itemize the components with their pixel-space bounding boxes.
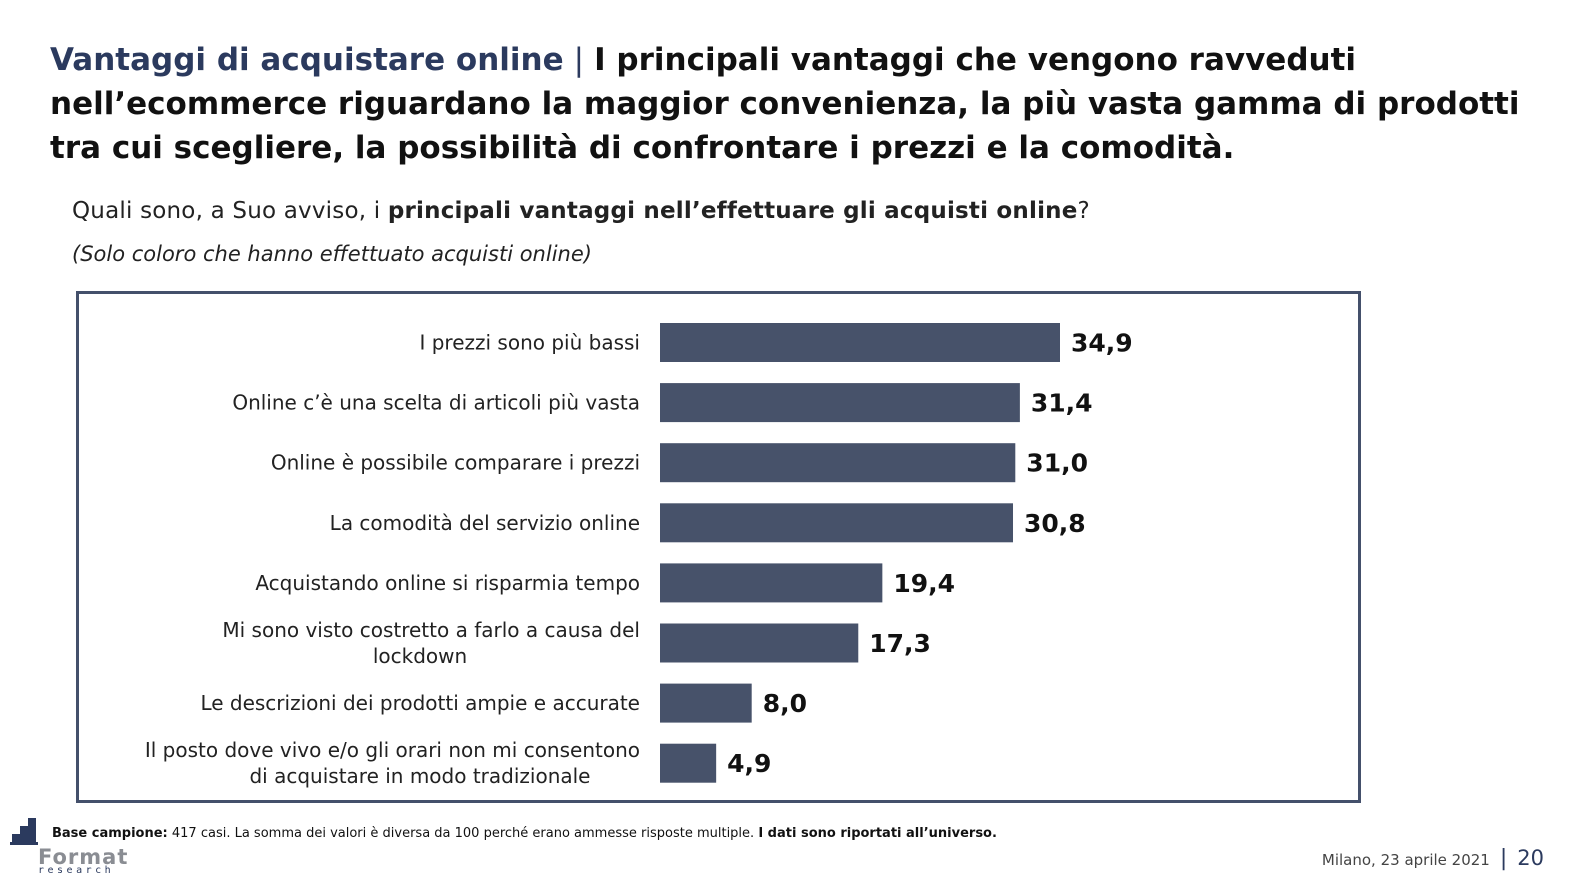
data-label: 34,9 xyxy=(1071,329,1133,358)
bar xyxy=(660,503,1014,543)
format-research-logo: Format research xyxy=(10,818,150,880)
base-note: Base campione: 417 casi. La somma dei va… xyxy=(52,826,997,841)
logo-wordmark: Format xyxy=(38,845,129,869)
question-bold: principali vantaggi nell’effettuare gli … xyxy=(387,198,1078,224)
base-note-universe: I dati sono riportati all’universo. xyxy=(758,826,997,841)
logo-subtitle: research xyxy=(38,865,115,876)
bar xyxy=(660,323,1060,362)
base-note-text: 417 casi. La somma dei valori è diversa … xyxy=(167,826,759,841)
data-label: 31,0 xyxy=(1026,449,1088,478)
question-suffix: ? xyxy=(1077,198,1090,224)
data-label: 30,8 xyxy=(1024,509,1086,538)
category-label: di acquistare in modo tradizionale xyxy=(249,764,590,788)
base-note-label: Base campione: xyxy=(52,826,168,841)
sample-subnote: (Solo coloro che hanno effettuato acquis… xyxy=(72,242,592,266)
bar xyxy=(660,683,752,723)
data-label: 17,3 xyxy=(869,629,931,658)
data-label: 8,0 xyxy=(763,689,807,718)
question-prefix: Quali sono, a Suo avviso, i xyxy=(72,198,388,224)
category-label: lockdown xyxy=(373,644,467,668)
title-accent: Vantaggi di acquistare online xyxy=(50,42,564,78)
category-label: Le descrizioni dei prodotti ampie e accu… xyxy=(200,691,640,715)
survey-question: Quali sono, a Suo avviso, i principali v… xyxy=(72,198,1090,224)
bar xyxy=(660,563,883,603)
category-label: Online c’è una scelta di articoli più va… xyxy=(232,391,640,415)
chart-frame: 34,9 I prezzi sono più bassi 31,4 Online c’… xyxy=(76,291,1361,803)
slide-title: Vantaggi di acquistare online | I principa… xyxy=(50,38,1560,170)
data-label: 4,9 xyxy=(727,749,771,778)
footer-right: Milano, 23 aprile 2021 | 20 xyxy=(1322,846,1544,871)
category-label: Acquistando online si risparmia tempo xyxy=(255,571,640,595)
title-separator: | xyxy=(573,42,585,78)
title-main: I principali vantaggi che vengono ravved… xyxy=(50,42,1520,166)
category-label: Mi sono visto costretto a farlo a causa … xyxy=(222,618,640,642)
bar xyxy=(660,443,1016,483)
category-label: I prezzi sono più bassi xyxy=(419,331,640,355)
page-number: 20 xyxy=(1517,846,1544,870)
category-label: Online è possibile comparare i prezzi xyxy=(271,451,640,475)
bar-chart: 34,9 I prezzi sono più bassi 31,4 Online c’… xyxy=(145,323,1133,788)
bar xyxy=(660,623,859,663)
footer-date: Milano, 23 aprile 2021 xyxy=(1321,851,1490,869)
logo-stairs-icon xyxy=(10,818,38,845)
bar xyxy=(660,383,1020,423)
footer-separator: | xyxy=(1499,846,1508,871)
category-label: Il posto dove vivo e/o gli orari non mi … xyxy=(145,738,640,762)
data-label: 31,4 xyxy=(1031,389,1093,418)
bar xyxy=(660,743,717,783)
category-label: La comodità del servizio online xyxy=(330,511,640,535)
data-label: 19,4 xyxy=(893,569,955,598)
